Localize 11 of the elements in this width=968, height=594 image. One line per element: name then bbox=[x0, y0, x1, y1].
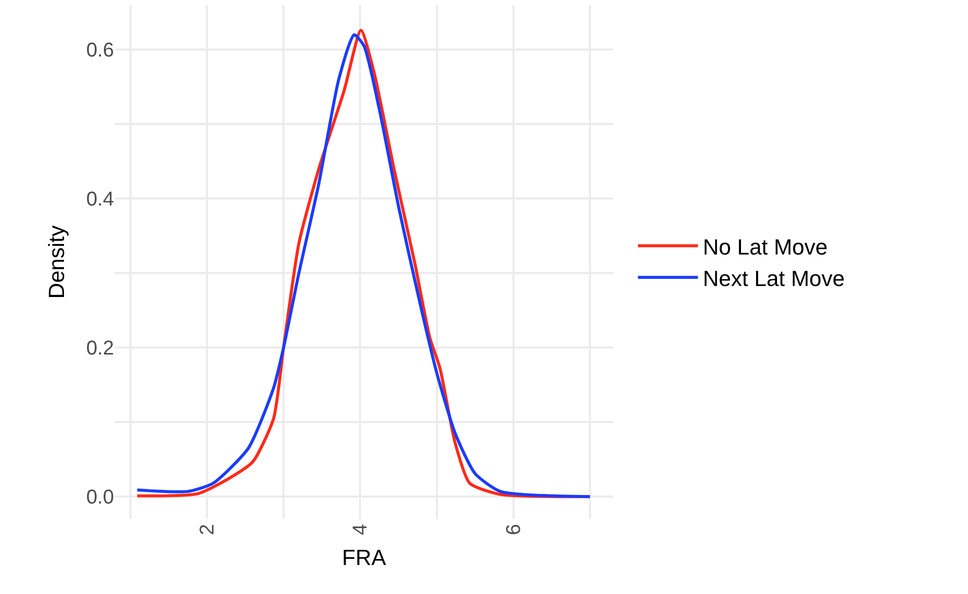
x-tick-label: 4 bbox=[350, 524, 372, 536]
y-tick-label: 0.2 bbox=[86, 338, 114, 360]
x-axis-title: FRA bbox=[342, 545, 386, 570]
x-tick-label: 6 bbox=[502, 524, 525, 536]
y-axis-title: Density bbox=[44, 225, 69, 299]
y-tick-label: 0.4 bbox=[86, 188, 114, 211]
legend-label: No Lat Move bbox=[702, 234, 828, 260]
x-tick-label: 2 bbox=[196, 524, 218, 536]
legend-label: Next Lat Move bbox=[702, 266, 845, 291]
y-tick-label: 0.0 bbox=[86, 486, 114, 509]
y-tick-label: 0.6 bbox=[86, 40, 114, 62]
